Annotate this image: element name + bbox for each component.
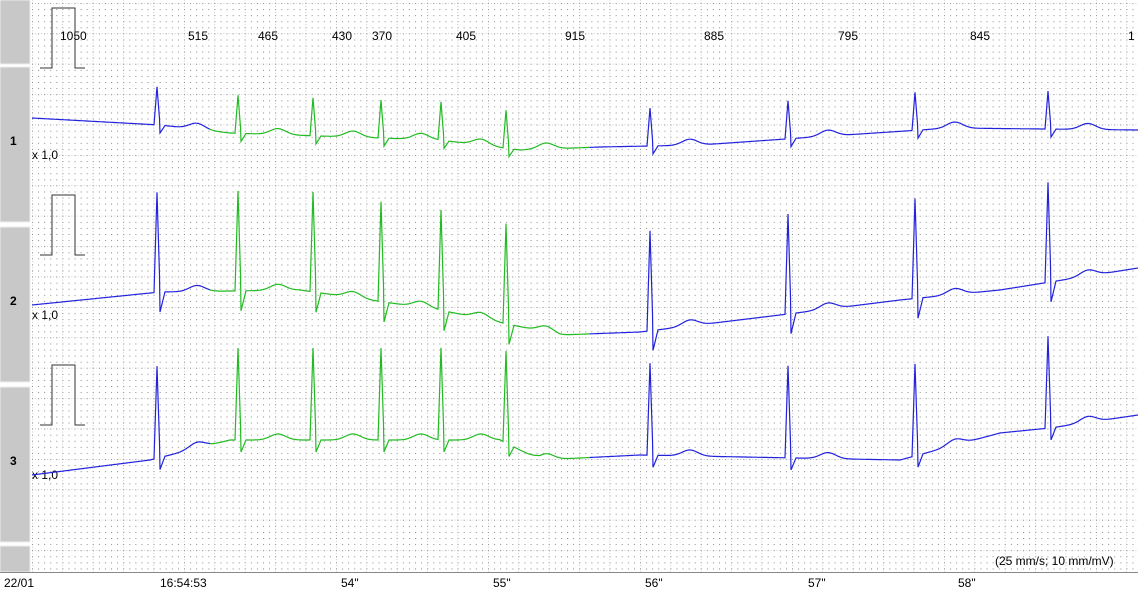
ecg-trace	[590, 182, 1138, 351]
time-label: 16:54:53	[160, 576, 207, 590]
time-axis-bg	[0, 572, 1138, 591]
lead-gain: x 1,0	[32, 148, 58, 162]
ecg-trace	[32, 86, 211, 135]
rr-interval: 405	[456, 29, 476, 43]
rr-interval: 885	[704, 29, 724, 43]
lead-gain: x 1,0	[32, 468, 58, 482]
time-label: 56"	[645, 576, 663, 590]
ecg-trace	[590, 336, 1138, 471]
rr-interval: 845	[970, 29, 990, 43]
lead-gain: x 1,0	[32, 308, 58, 322]
panel-segment[interactable]	[0, 226, 31, 383]
rr-interval: 1050	[60, 29, 87, 43]
panel-segment[interactable]	[0, 386, 31, 543]
lead-panel	[0, 0, 31, 573]
panel-segment[interactable]	[0, 545, 31, 573]
lead-label: 2	[10, 294, 17, 308]
rr-interval: 465	[258, 29, 278, 43]
rr-interval: 430	[332, 29, 352, 43]
ecg-trace	[590, 90, 1138, 156]
rr-interval: 915	[565, 29, 585, 43]
rr-interval: 515	[188, 29, 208, 43]
rr-interval: 795	[838, 29, 858, 43]
calibration-pulse	[40, 7, 85, 69]
ecg-trace	[209, 95, 590, 159]
rr-interval: 370	[372, 29, 392, 43]
calibration-pulse	[40, 194, 85, 256]
time-label: 57"	[808, 576, 826, 590]
speed-note: (25 mm/s; 10 mm/mV)	[995, 554, 1114, 568]
ecg-trace	[31, 366, 210, 476]
time-label: 22/01	[4, 576, 34, 590]
ecg-trace	[31, 192, 211, 313]
lead-label: 1	[10, 134, 17, 148]
grid-major	[32, 0, 1138, 572]
rr-interval: 1	[1128, 29, 1135, 43]
ecg-trace	[209, 347, 590, 460]
lead-label: 3	[10, 454, 17, 468]
time-label: 58"	[958, 576, 976, 590]
time-label: 55"	[493, 576, 511, 590]
calibration-pulse	[40, 364, 85, 426]
panel-segment[interactable]	[0, 66, 31, 223]
time-label: 54"	[341, 576, 359, 590]
panel-segment[interactable]	[0, 0, 31, 65]
ecg-trace	[209, 190, 590, 345]
